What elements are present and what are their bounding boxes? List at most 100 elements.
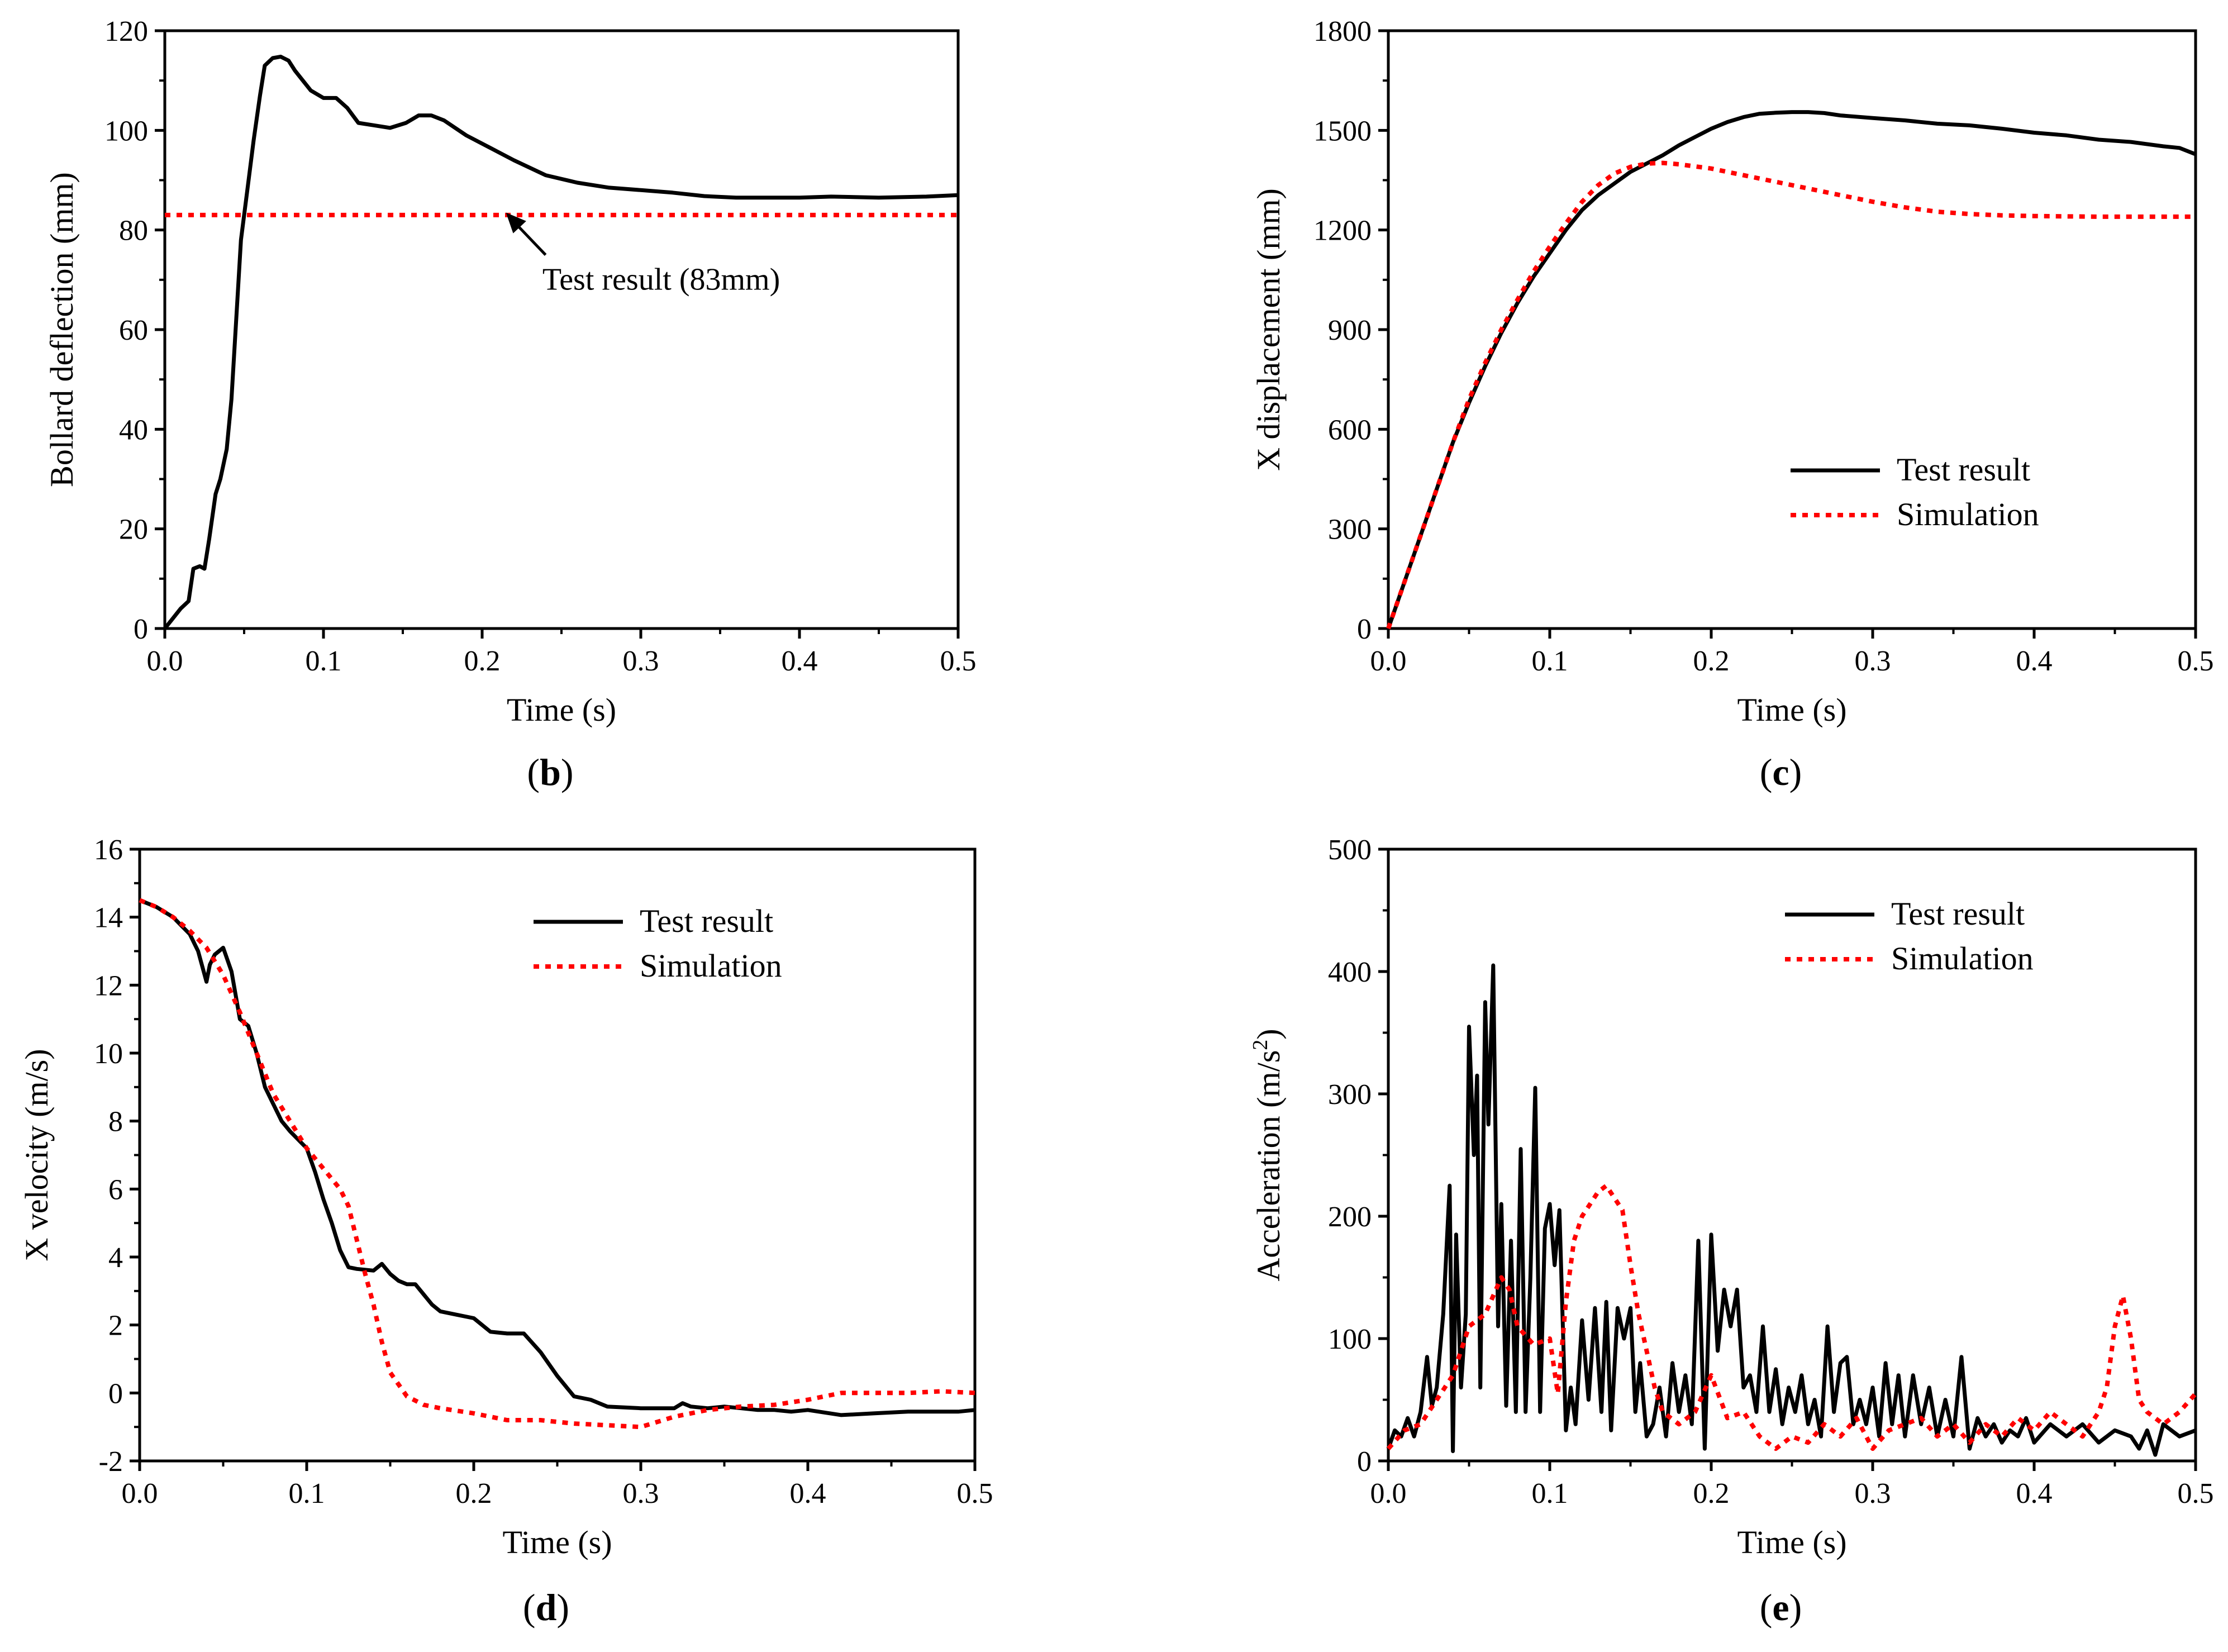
y-tick-label: 900	[1328, 315, 1372, 346]
x-tick-label: 0.5	[2178, 645, 2214, 677]
legend-label: Simulation	[1891, 940, 2034, 977]
panel-caption-letter: c	[1772, 751, 1789, 793]
panel-caption-open: (	[523, 1586, 536, 1629]
series-line-test-result	[163, 54, 959, 630]
y-tick-label: -2	[99, 1446, 123, 1478]
x-tick-label: 0.1	[1532, 645, 1568, 677]
panel-caption-open: (	[1760, 1586, 1773, 1629]
y-tick-label: 4	[108, 1242, 123, 1274]
y-tick-label: 14	[94, 902, 123, 934]
x-tick-label: 0.4	[790, 1478, 826, 1510]
y-tick-label: 40	[119, 414, 148, 446]
panel-caption-letter: b	[540, 751, 561, 793]
x-tick-label: 0.5	[940, 645, 977, 677]
y-axis-label-superscript: 2	[1249, 1040, 1272, 1050]
y-axis-label: X displacement (mm)	[1250, 188, 1287, 471]
y-tick-label: 12	[94, 970, 123, 1002]
x-tick-label: 0.2	[1693, 1478, 1730, 1510]
y-axis-label: Acceleration (m/s2)	[1249, 1029, 1287, 1281]
annotation-text: Test result (83mm)	[542, 263, 780, 297]
x-tick-label: 0.0	[122, 1478, 158, 1510]
panel-d: 0.0 0.1 0.2 0.3 0.4 0.5 -2 0 2 4 6 8 10 12 14 16 Time (s…	[18, 834, 993, 1629]
x-tick-label: 0.0	[147, 645, 183, 677]
y-tick-label: 300	[1328, 514, 1372, 546]
x-tick-label: 0.5	[2178, 1478, 2214, 1510]
x-tick-label: 0.5	[957, 1478, 993, 1510]
y-tick-label: 8	[108, 1106, 123, 1138]
y-tick-label: 100	[104, 115, 148, 147]
panel-caption: (c)	[1760, 751, 1802, 793]
panel-caption-letter: d	[536, 1586, 557, 1629]
y-tick-label: 600	[1328, 414, 1372, 446]
x-tick-label: 0.3	[623, 645, 659, 677]
y-tick-label: 200	[1328, 1201, 1372, 1233]
legend: Test result Simulation	[534, 903, 782, 984]
panel-caption-open: (	[527, 751, 540, 793]
y-tick-label: 80	[119, 215, 148, 247]
legend: Test result Simulation	[1785, 896, 2034, 977]
legend-label: Test result	[1891, 896, 2025, 932]
y-tick-label: 400	[1328, 956, 1372, 988]
panel-caption-close: )	[1789, 1586, 1802, 1629]
x-tick-label: 0.3	[1855, 1478, 1891, 1510]
x-tick-label: 0.3	[1855, 645, 1891, 677]
y-axis-label-text: Bollard deflection (mm)	[44, 172, 80, 487]
x-tick-label: 0.2	[456, 1478, 492, 1510]
legend: Test result Simulation	[1791, 451, 2039, 532]
y-tick-label: 60	[119, 315, 148, 346]
y-tick-label: 6	[108, 1174, 123, 1206]
x-axis-label: Time (s)	[507, 692, 616, 728]
y-tick-label: 16	[94, 834, 123, 866]
x-tick-label: 0.1	[306, 645, 342, 677]
series-line-simulation	[1386, 160, 2196, 630]
x-axis-label: Time (s)	[502, 1524, 612, 1560]
panel-caption-close: )	[1789, 751, 1802, 793]
x-tick-label: 0.1	[1532, 1478, 1568, 1510]
panel-caption: (d)	[523, 1586, 569, 1629]
x-tick-label: 0.0	[1370, 1478, 1407, 1510]
x-tick-label: 0.2	[1693, 645, 1730, 677]
legend-label: Simulation	[1897, 496, 2039, 532]
x-tick-label: 0.1	[289, 1478, 325, 1510]
panel-caption-close: )	[556, 1586, 569, 1629]
y-tick-label: 1500	[1313, 115, 1372, 147]
y-tick-label: 300	[1328, 1079, 1372, 1111]
y-tick-label: 10	[94, 1038, 123, 1070]
panel-c: 0.0 0.1 0.2 0.3 0.4 0.5 0 300 600 900 1200 1500 1800…	[1250, 16, 2214, 793]
series-line-simulation	[139, 898, 975, 1430]
y-axis-label: Bollard deflection (mm)	[44, 172, 80, 487]
x-tick-label: 0.3	[623, 1478, 659, 1510]
panel-caption-letter: e	[1772, 1586, 1789, 1629]
y-tick-label: 100	[1328, 1323, 1372, 1355]
y-tick-label: 0	[1357, 1446, 1372, 1478]
y-tick-label: 0	[134, 613, 148, 645]
y-tick-label: 500	[1328, 834, 1372, 866]
x-tick-label: 0.4	[782, 645, 818, 677]
y-tick-label: 0	[1357, 613, 1372, 645]
y-tick-label: 120	[104, 16, 148, 47]
series-line-test-result	[1386, 110, 2197, 630]
y-tick-label: 1800	[1313, 16, 1372, 47]
series-line-simulation	[1386, 1183, 2198, 1451]
panel-caption-close: )	[561, 751, 574, 793]
annotation-arrow-head	[506, 212, 526, 234]
x-axis-label: Time (s)	[1737, 692, 1846, 728]
panel-e: 0.0 0.1 0.2 0.3 0.4 0.5 0 100 200 300 400 500 Time (…	[1249, 834, 2214, 1629]
y-axis-label-text: X velocity (m/s)	[18, 1049, 55, 1261]
x-tick-label: 0.4	[2016, 645, 2053, 677]
legend-label: Test result	[640, 903, 773, 939]
y-tick-label: 1200	[1313, 215, 1372, 247]
x-tick-label: 0.4	[2016, 1478, 2053, 1510]
y-tick-label: 2	[108, 1310, 123, 1342]
legend-label: Test result	[1897, 451, 2030, 488]
panel-caption-open: (	[1760, 751, 1773, 793]
x-axis-label: Time (s)	[1737, 1524, 1846, 1560]
y-axis-label-close: )	[1250, 1029, 1287, 1039]
y-axis-label: X velocity (m/s)	[18, 1049, 55, 1261]
panel-caption: (e)	[1760, 1586, 1802, 1629]
y-axis-label-text: X displacement (mm)	[1250, 188, 1287, 471]
y-tick-label: 0	[108, 1378, 123, 1410]
y-tick-label: 20	[119, 514, 148, 546]
